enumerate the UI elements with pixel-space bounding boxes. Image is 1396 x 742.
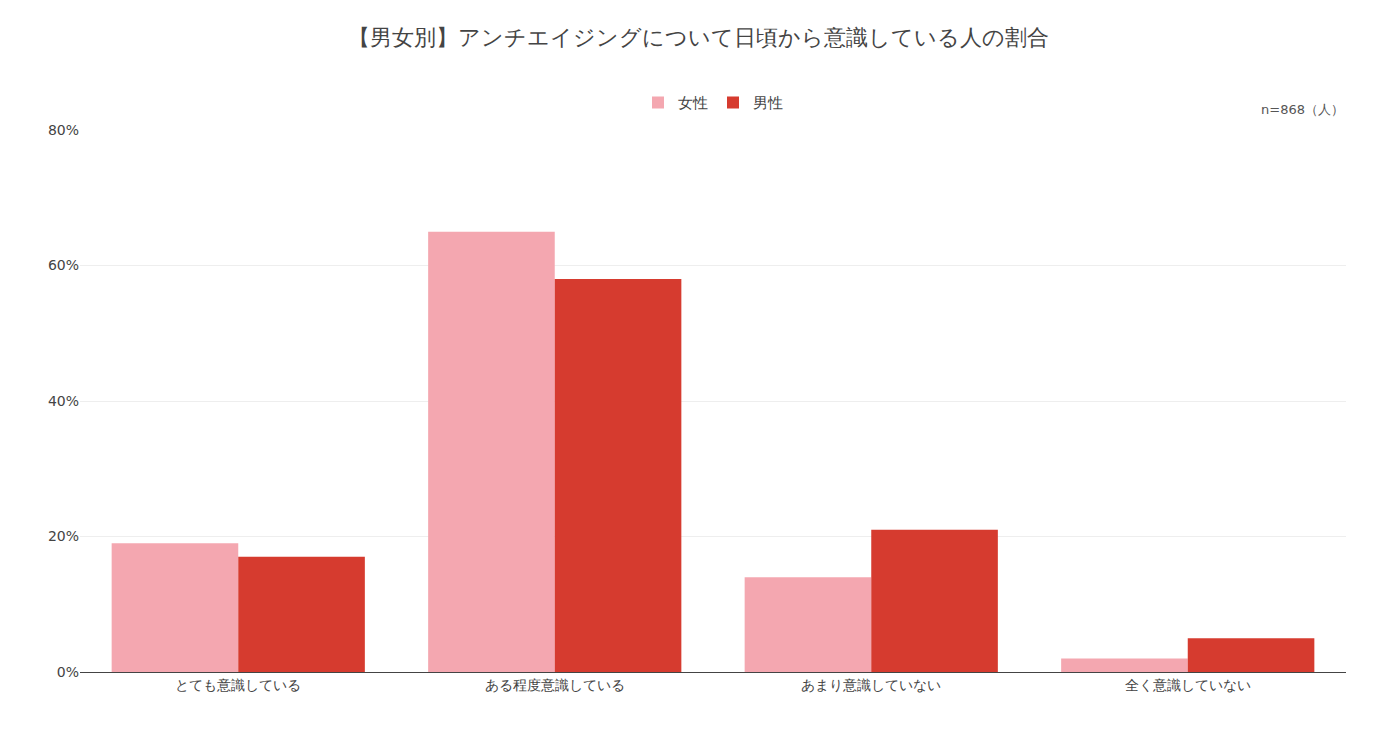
- svg-text:男性: 男性: [753, 94, 783, 112]
- svg-text:【男女別】アンチエイジングについて日頃から意識している人の割: 【男女別】アンチエイジングについて日頃から意識している人の割合: [348, 25, 1049, 50]
- svg-text:0%: 0%: [57, 664, 79, 680]
- svg-text:女性: 女性: [678, 94, 708, 112]
- svg-text:20%: 20%: [48, 528, 79, 544]
- svg-text:80%: 80%: [48, 122, 79, 138]
- svg-text:あまり意識していない: あまり意識していない: [801, 677, 941, 693]
- svg-text:全く意識していない: 全く意識していない: [1125, 677, 1251, 693]
- svg-text:ある程度意識している: ある程度意識している: [485, 677, 625, 693]
- svg-text:n=868（人）: n=868（人）: [1261, 102, 1344, 117]
- svg-text:60%: 60%: [48, 257, 79, 273]
- svg-text:とても意識している: とても意識している: [175, 677, 301, 693]
- svg-text:40%: 40%: [48, 393, 79, 409]
